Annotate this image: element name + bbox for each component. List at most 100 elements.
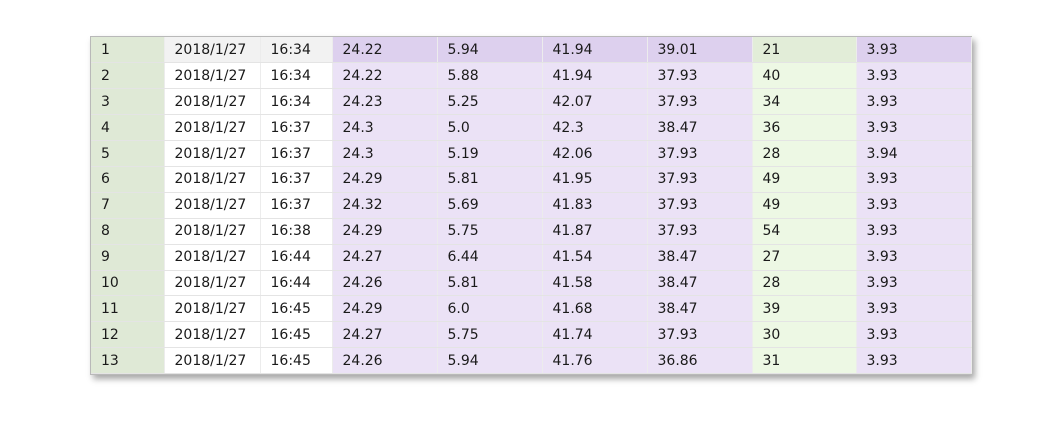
value-cell[interactable]: 40	[752, 62, 857, 90]
time-cell[interactable]: 16:34	[260, 62, 333, 90]
value-cell[interactable]: 37.93	[647, 218, 753, 245]
value-cell[interactable]: 3.93	[856, 37, 972, 64]
time-cell[interactable]: 16:37	[260, 114, 333, 142]
value-cell[interactable]: 3.93	[856, 295, 972, 323]
date-cell[interactable]: 2018/1/27	[164, 321, 261, 349]
table-row[interactable]: 7 2018/1/27 16:37 24.32 5.69 41.83 37.93 49 3.93	[91, 192, 972, 219]
date-cell[interactable]: 2018/1/27	[164, 244, 261, 271]
value-cell[interactable]: 3.93	[856, 192, 972, 219]
value-cell[interactable]: 3.93	[856, 218, 972, 245]
table-row[interactable]: 9 2018/1/27 16:44 24.27 6.44 41.54 38.47 27 3.93	[91, 244, 972, 271]
value-cell[interactable]: 3.93	[856, 347, 972, 375]
value-cell[interactable]: 21	[752, 37, 857, 64]
value-cell[interactable]: 38.47	[647, 295, 753, 323]
value-cell[interactable]: 41.94	[542, 37, 648, 64]
time-cell[interactable]: 16:37	[260, 166, 333, 193]
value-cell[interactable]: 5.69	[437, 192, 543, 219]
value-cell[interactable]: 6.44	[437, 244, 543, 271]
value-cell[interactable]: 24.26	[332, 270, 438, 297]
date-cell[interactable]: 2018/1/27	[164, 192, 261, 219]
value-cell[interactable]: 37.93	[647, 192, 753, 219]
table-row[interactable]: 4 2018/1/27 16:37 24.3 5.0 42.3 38.47 36 3.93	[91, 114, 972, 142]
value-cell[interactable]: 37.93	[647, 62, 753, 90]
date-cell[interactable]: 2018/1/27	[164, 88, 261, 116]
date-cell[interactable]: 2018/1/27	[164, 62, 261, 90]
time-cell[interactable]: 16:44	[260, 270, 333, 297]
value-cell[interactable]: 3.93	[856, 62, 972, 90]
value-cell[interactable]: 5.88	[437, 62, 543, 90]
date-cell[interactable]: 2018/1/27	[164, 270, 261, 297]
value-cell[interactable]: 38.47	[647, 270, 753, 297]
value-cell[interactable]: 42.07	[542, 88, 648, 116]
value-cell[interactable]: 24.29	[332, 166, 438, 193]
row-index-cell[interactable]: 5	[91, 140, 165, 167]
value-cell[interactable]: 3.93	[856, 88, 972, 116]
row-index-cell[interactable]: 11	[91, 295, 165, 323]
value-cell[interactable]: 28	[752, 270, 857, 297]
table-row[interactable]: 5 2018/1/27 16:37 24.3 5.19 42.06 37.93 28 3.94	[91, 140, 972, 167]
time-cell[interactable]: 16:45	[260, 295, 333, 323]
time-cell[interactable]: 16:45	[260, 347, 333, 375]
value-cell[interactable]: 3.93	[856, 166, 972, 193]
time-cell[interactable]: 16:34	[260, 37, 333, 64]
value-cell[interactable]: 24.26	[332, 347, 438, 375]
row-index-cell[interactable]: 4	[91, 114, 165, 142]
table-row[interactable]: 11 2018/1/27 16:45 24.29 6.0 41.68 38.47 39 3.93	[91, 295, 972, 323]
value-cell[interactable]: 24.27	[332, 244, 438, 271]
time-cell[interactable]: 16:37	[260, 192, 333, 219]
table-row[interactable]: 1 2018/1/27 16:34 24.22 5.94 41.94 39.01 21 3.93	[91, 37, 972, 64]
date-cell[interactable]: 2018/1/27	[164, 140, 261, 167]
row-index-cell[interactable]: 10	[91, 270, 165, 297]
value-cell[interactable]: 24.3	[332, 114, 438, 142]
value-cell[interactable]: 41.54	[542, 244, 648, 271]
value-cell[interactable]: 24.3	[332, 140, 438, 167]
table-row[interactable]: 12 2018/1/27 16:45 24.27 5.75 41.74 37.93 30 3.9…	[91, 321, 972, 349]
value-cell[interactable]: 41.68	[542, 295, 648, 323]
row-index-cell[interactable]: 8	[91, 218, 165, 245]
date-cell[interactable]: 2018/1/27	[164, 295, 261, 323]
table-row[interactable]: 13 2018/1/27 16:45 24.26 5.94 41.76 36.86 31 3.9…	[91, 347, 972, 375]
table-row[interactable]: 6 2018/1/27 16:37 24.29 5.81 41.95 37.93 49 3.93	[91, 166, 972, 193]
value-cell[interactable]: 41.87	[542, 218, 648, 245]
value-cell[interactable]: 5.19	[437, 140, 543, 167]
time-cell[interactable]: 16:34	[260, 88, 333, 116]
row-index-cell[interactable]: 13	[91, 347, 165, 375]
table-row[interactable]: 10 2018/1/27 16:44 24.26 5.81 41.58 38.47 28 3.9…	[91, 270, 972, 297]
date-cell[interactable]: 2018/1/27	[164, 166, 261, 193]
value-cell[interactable]: 38.47	[647, 114, 753, 142]
date-cell[interactable]: 2018/1/27	[164, 218, 261, 245]
date-cell[interactable]: 2018/1/27	[164, 37, 261, 64]
row-index-cell[interactable]: 12	[91, 321, 165, 349]
value-cell[interactable]: 5.94	[437, 37, 543, 64]
row-index-cell[interactable]: 2	[91, 62, 165, 90]
value-cell[interactable]: 39	[752, 295, 857, 323]
value-cell[interactable]: 6.0	[437, 295, 543, 323]
value-cell[interactable]: 38.47	[647, 244, 753, 271]
value-cell[interactable]: 5.25	[437, 88, 543, 116]
value-cell[interactable]: 5.75	[437, 321, 543, 349]
value-cell[interactable]: 24.32	[332, 192, 438, 219]
value-cell[interactable]: 37.93	[647, 166, 753, 193]
value-cell[interactable]: 37.93	[647, 140, 753, 167]
table-row[interactable]: 3 2018/1/27 16:34 24.23 5.25 42.07 37.93 34 3.93	[91, 88, 972, 116]
row-index-cell[interactable]: 9	[91, 244, 165, 271]
value-cell[interactable]: 28	[752, 140, 857, 167]
value-cell[interactable]: 3.93	[856, 321, 972, 349]
value-cell[interactable]: 42.3	[542, 114, 648, 142]
value-cell[interactable]: 36.86	[647, 347, 753, 375]
value-cell[interactable]: 5.94	[437, 347, 543, 375]
time-cell[interactable]: 16:45	[260, 321, 333, 349]
value-cell[interactable]: 49	[752, 192, 857, 219]
value-cell[interactable]: 41.95	[542, 166, 648, 193]
value-cell[interactable]: 36	[752, 114, 857, 142]
value-cell[interactable]: 24.22	[332, 62, 438, 90]
value-cell[interactable]: 24.23	[332, 88, 438, 116]
value-cell[interactable]: 5.81	[437, 270, 543, 297]
value-cell[interactable]: 39.01	[647, 37, 753, 64]
value-cell[interactable]: 54	[752, 218, 857, 245]
value-cell[interactable]: 37.93	[647, 321, 753, 349]
date-cell[interactable]: 2018/1/27	[164, 114, 261, 142]
value-cell[interactable]: 3.93	[856, 244, 972, 271]
value-cell[interactable]: 34	[752, 88, 857, 116]
value-cell[interactable]: 31	[752, 347, 857, 375]
